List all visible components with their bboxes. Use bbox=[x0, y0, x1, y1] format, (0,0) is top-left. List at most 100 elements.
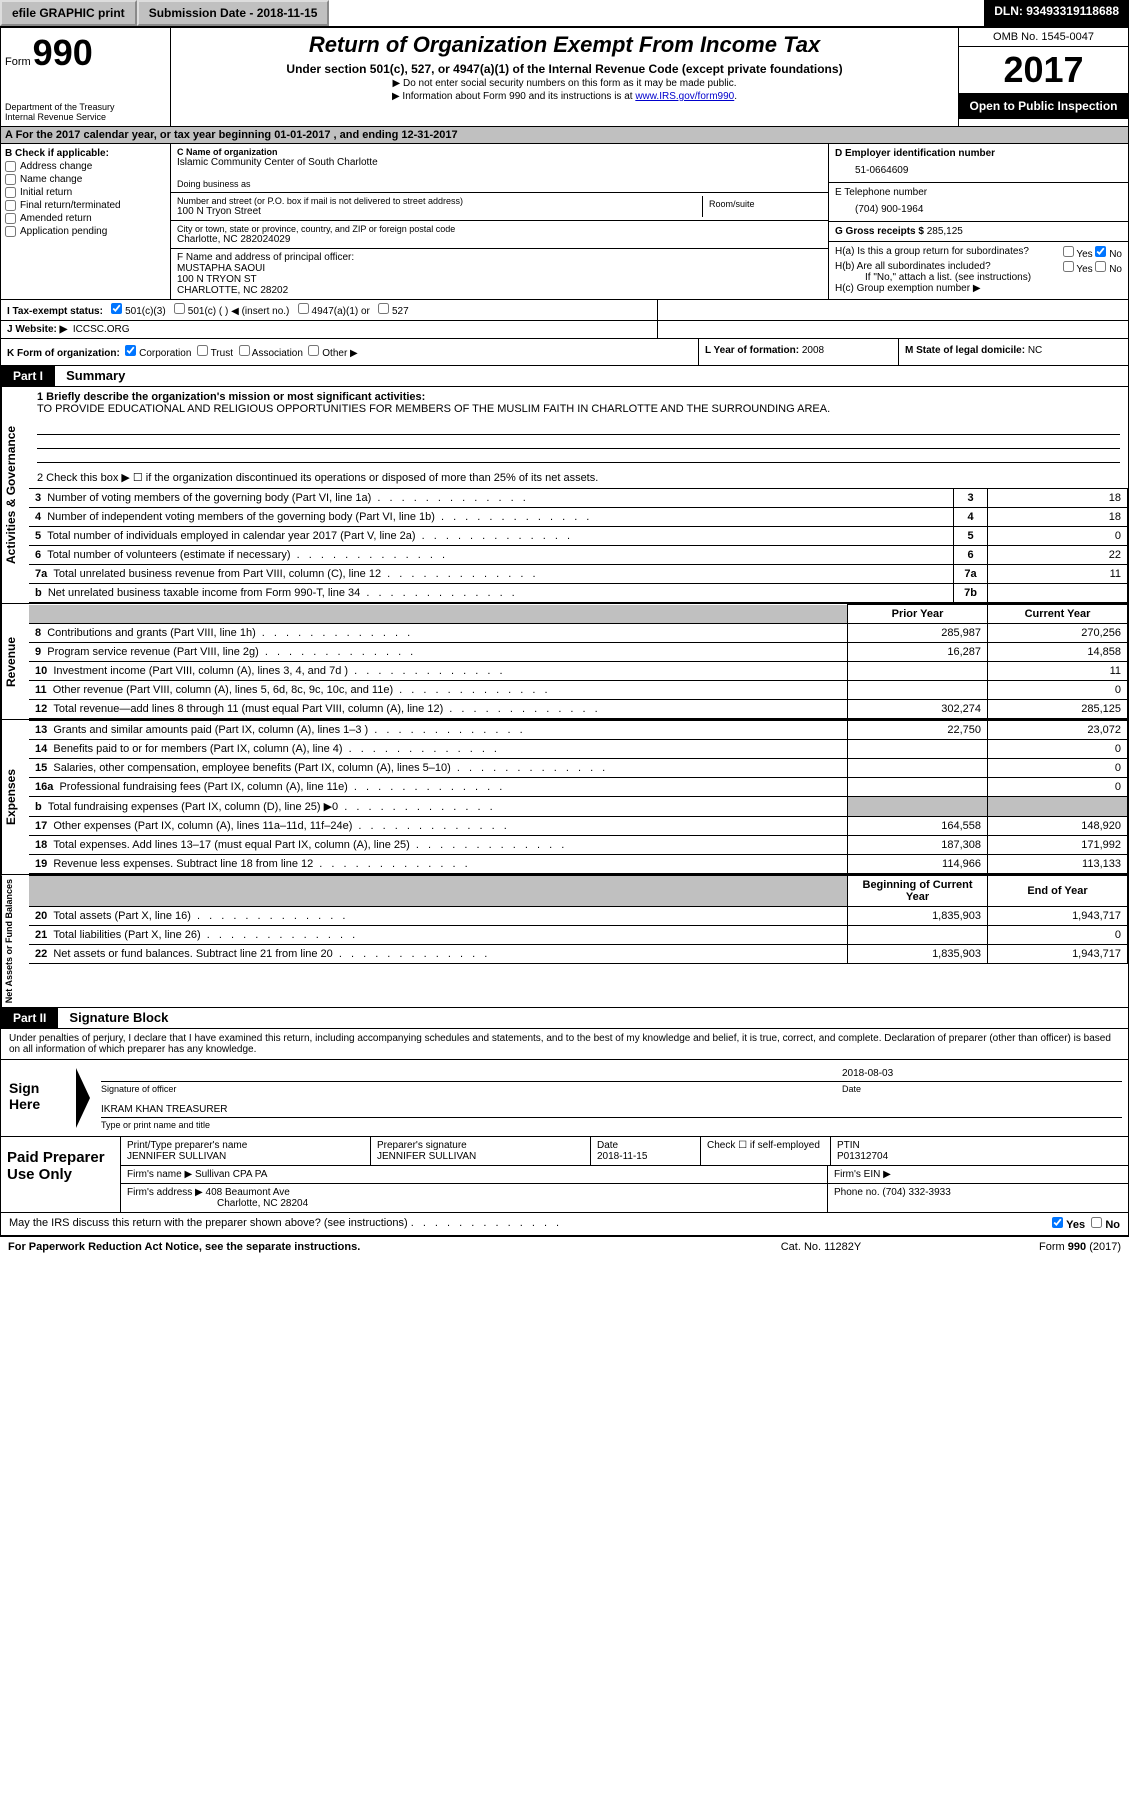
col-b-checkboxes: B Check if applicable: Address change Na… bbox=[1, 144, 171, 299]
firm-ein-label: Firm's EIN ▶ bbox=[828, 1166, 1128, 1183]
row-m-label: M State of legal domicile: bbox=[905, 345, 1025, 356]
discuss-yes-lbl: Yes bbox=[1066, 1219, 1085, 1231]
chk-final-return[interactable] bbox=[5, 200, 16, 211]
row-l-label: L Year of formation: bbox=[705, 345, 799, 356]
vtab-governance: Activities & Governance bbox=[1, 387, 29, 603]
room-suite-label: Room/suite bbox=[702, 196, 822, 217]
prep-date-label: Date bbox=[597, 1140, 694, 1151]
line1-label: 1 Briefly describe the organization's mi… bbox=[37, 391, 425, 403]
hb-label: H(b) Are all subordinates included? bbox=[835, 261, 991, 272]
chk-name-change[interactable] bbox=[5, 174, 16, 185]
note2-prefix: ▶ Information about Form 990 and its ins… bbox=[392, 91, 635, 102]
vtab-revenue: Revenue bbox=[1, 604, 29, 719]
table-row: 7a Total unrelated business revenue from… bbox=[29, 565, 1128, 584]
net-assets-table: Beginning of Current Year End of Year 20… bbox=[29, 875, 1128, 964]
omb-number: OMB No. 1545-0047 bbox=[959, 28, 1128, 47]
paid-preparer-label: Paid Preparer Use Only bbox=[1, 1137, 121, 1212]
open-to-public: Open to Public Inspection bbox=[959, 93, 1128, 119]
mission-line-blank bbox=[37, 449, 1120, 463]
chk-application-pending[interactable] bbox=[5, 226, 16, 237]
hb-no[interactable] bbox=[1095, 261, 1106, 272]
sig-officer-field[interactable] bbox=[101, 1068, 842, 1079]
ha-no[interactable] bbox=[1095, 246, 1106, 257]
summary-expenses: Expenses 13 Grants and similar amounts p… bbox=[0, 720, 1129, 875]
firm-name-label: Firm's name ▶ bbox=[127, 1169, 192, 1180]
gross-label: G Gross receipts $ bbox=[835, 226, 924, 237]
table-row: 21 Total liabilities (Part X, line 26)0 bbox=[29, 926, 1128, 945]
row-m-value: NC bbox=[1028, 345, 1042, 356]
discuss-yes[interactable] bbox=[1052, 1217, 1063, 1228]
row-j-label: J Website: ▶ bbox=[7, 324, 67, 335]
chk-other[interactable] bbox=[308, 345, 319, 356]
chk-4947[interactable] bbox=[298, 303, 309, 314]
line-2: 2 Check this box ▶ ☐ if the organization… bbox=[29, 467, 1128, 488]
chk-trust[interactable] bbox=[197, 345, 208, 356]
prep-name-label: Print/Type preparer's name bbox=[127, 1140, 364, 1151]
prep-self-employed: Check ☐ if self-employed bbox=[701, 1137, 831, 1165]
table-row: 10 Investment income (Part VIII, column … bbox=[29, 662, 1128, 681]
table-row: 18 Total expenses. Add lines 13–17 (must… bbox=[29, 836, 1128, 855]
firm-phone-label: Phone no. bbox=[834, 1187, 880, 1198]
part-i-title: Summary bbox=[58, 368, 125, 383]
sign-here-block: Sign Here 2018-08-03 Signature of office… bbox=[0, 1060, 1129, 1137]
signature-intro: Under penalties of perjury, I declare th… bbox=[0, 1029, 1129, 1060]
chk-address-change[interactable] bbox=[5, 161, 16, 172]
tel-label: E Telephone number bbox=[835, 187, 1122, 198]
hb-yes-lbl: Yes bbox=[1076, 264, 1092, 275]
hb-yes[interactable] bbox=[1063, 261, 1074, 272]
lbl-association: Association bbox=[252, 348, 303, 359]
vtab-expenses: Expenses bbox=[1, 720, 29, 874]
chk-corporation[interactable] bbox=[125, 345, 136, 356]
revenue-table: Prior Year Current Year 8 Contributions … bbox=[29, 604, 1128, 719]
row-k-label: K Form of organization: bbox=[7, 348, 120, 359]
table-row: 14 Benefits paid to or for members (Part… bbox=[29, 740, 1128, 759]
row-j-right-blank bbox=[658, 321, 1128, 338]
efile-print-button[interactable]: efile GRAPHIC print bbox=[0, 0, 137, 26]
row-i-label: I Tax-exempt status: bbox=[7, 306, 103, 317]
ha-yes[interactable] bbox=[1063, 246, 1074, 257]
row-l-value: 2008 bbox=[802, 345, 824, 356]
form-title: Return of Organization Exempt From Incom… bbox=[179, 32, 950, 58]
ein-label: D Employer identification number bbox=[835, 148, 1122, 159]
firm-name-value: Sullivan CPA PA bbox=[195, 1169, 267, 1180]
col-end-year: End of Year bbox=[988, 876, 1128, 907]
discuss-no[interactable] bbox=[1091, 1217, 1102, 1228]
ha-yes-lbl: Yes bbox=[1076, 249, 1092, 260]
col-c-org-info: C Name of organization Islamic Community… bbox=[171, 144, 828, 299]
officer-addr2: CHARLOTTE, NC 28202 bbox=[177, 285, 822, 296]
table-row: b Total fundraising expenses (Part IX, c… bbox=[29, 797, 1128, 817]
website-value: ICCSC.ORG bbox=[73, 324, 130, 335]
col-d-right: D Employer identification number 51-0664… bbox=[828, 144, 1128, 299]
chk-527[interactable] bbox=[378, 303, 389, 314]
part-ii-badge: Part II bbox=[1, 1008, 58, 1028]
city-label: City or town, state or province, country… bbox=[177, 224, 822, 234]
paid-preparer-block: Paid Preparer Use Only Print/Type prepar… bbox=[0, 1137, 1129, 1213]
chk-501c3[interactable] bbox=[111, 303, 122, 314]
col-current-year: Current Year bbox=[988, 605, 1128, 624]
chk-amended-return[interactable] bbox=[5, 213, 16, 224]
ha-label: H(a) Is this a group return for subordin… bbox=[835, 246, 1029, 257]
tel-value: (704) 900-1964 bbox=[835, 198, 1122, 217]
summary-governance: Activities & Governance 1 Briefly descri… bbox=[0, 387, 1129, 604]
lbl-final-return: Final return/terminated bbox=[20, 200, 121, 211]
col-beginning-year: Beginning of Current Year bbox=[848, 876, 988, 907]
table-row: 9 Program service revenue (Part VIII, li… bbox=[29, 643, 1128, 662]
chk-501c[interactable] bbox=[174, 303, 185, 314]
summary-net-assets: Net Assets or Fund Balances Beginning of… bbox=[0, 875, 1129, 1008]
mission-line-blank bbox=[37, 435, 1120, 449]
chk-initial-return[interactable] bbox=[5, 187, 16, 198]
col-b-header: B Check if applicable: bbox=[5, 148, 166, 159]
lbl-527: 527 bbox=[392, 306, 409, 317]
irs-link[interactable]: www.IRS.gov/form990 bbox=[635, 91, 734, 102]
officer-label: F Name and address of principal officer: bbox=[177, 252, 822, 263]
table-row: 22 Net assets or fund balances. Subtract… bbox=[29, 945, 1128, 964]
table-row: 13 Grants and similar amounts paid (Part… bbox=[29, 721, 1128, 740]
discuss-row: May the IRS discuss this return with the… bbox=[0, 1213, 1129, 1236]
sig-date-label: Date bbox=[842, 1084, 1122, 1094]
chk-association[interactable] bbox=[239, 345, 250, 356]
table-row: 11 Other revenue (Part VIII, column (A),… bbox=[29, 681, 1128, 700]
governance-table: 3 Number of voting members of the govern… bbox=[29, 488, 1128, 603]
part-ii-header: Part II Signature Block bbox=[0, 1008, 1129, 1029]
hb-no-lbl: No bbox=[1109, 264, 1122, 275]
row-i-right-blank bbox=[658, 300, 1128, 320]
